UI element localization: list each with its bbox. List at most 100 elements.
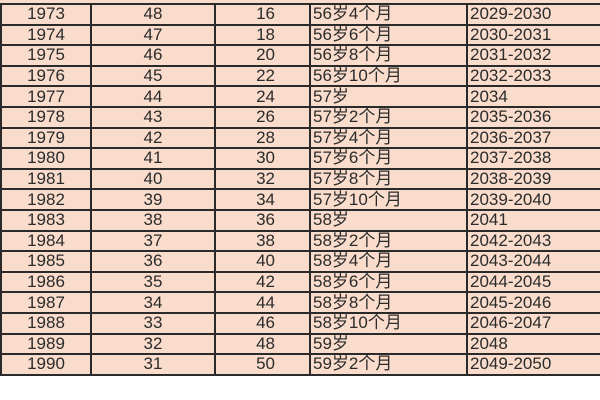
age-cell: 38 — [90, 208, 216, 232]
table-row: 1980 41 30 57岁6个月 2037-2038 — [0, 147, 600, 170]
years-cell: 34 — [214, 188, 311, 211]
age-cell: 47 — [90, 23, 216, 47]
years-cell: 22 — [214, 64, 311, 88]
table-row: 1973 48 16 56岁4个月 2029-2030 — [0, 3, 600, 26]
retirement-year-cell: 2036-2037 — [466, 126, 600, 150]
age-cell: 41 — [90, 147, 216, 170]
birth-year-cell: 1979 — [0, 126, 92, 150]
retirement-age-cell: 56岁8个月 — [309, 44, 468, 67]
retirement-age-cell: 57岁10个月 — [309, 188, 468, 211]
table-row: 1985 36 40 58岁4个月 2043-2044 — [0, 250, 600, 273]
age-cell: 40 — [90, 167, 216, 191]
retirement-age-cell: 58岁4个月 — [309, 250, 468, 273]
table-top-edge — [0, 0, 600, 3]
birth-year-cell: 1988 — [0, 311, 92, 335]
birth-year-cell: 1984 — [0, 229, 92, 253]
birth-year-cell: 1989 — [0, 332, 92, 356]
age-cell: 44 — [90, 85, 216, 108]
years-cell: 30 — [214, 147, 311, 170]
retirement-age-cell: 59岁 — [309, 332, 468, 356]
retirement-age-cell: 58岁8个月 — [309, 291, 468, 314]
retirement-year-cell: 2041 — [466, 208, 600, 232]
birth-year-cell: 1977 — [0, 85, 92, 108]
birth-year-cell: 1986 — [0, 270, 92, 294]
table-row: 1989 32 48 59岁 2048 — [0, 332, 600, 356]
birth-year-cell: 1982 — [0, 188, 92, 211]
birth-year-cell: 1980 — [0, 147, 92, 170]
birth-year-cell: 1985 — [0, 250, 92, 273]
birth-year-cell: 1974 — [0, 23, 92, 47]
table-row: 1990 31 50 59岁2个月 2049-2050 — [0, 353, 600, 376]
retirement-table: 1973 48 16 56岁4个月 2029-2030 1974 47 18 56岁6个月 203… — [0, 3, 600, 376]
retirement-year-cell: 2039-2040 — [466, 188, 600, 211]
birth-year-cell: 1983 — [0, 208, 92, 232]
age-cell: 46 — [90, 44, 216, 67]
table-row: 1974 47 18 56岁6个月 2030-2031 — [0, 23, 600, 47]
retirement-age-cell: 57岁 — [309, 85, 468, 108]
retirement-age-cell: 57岁4个月 — [309, 126, 468, 150]
years-cell: 48 — [214, 332, 311, 356]
table-row: 1982 39 34 57岁10个月 2039-2040 — [0, 188, 600, 211]
retirement-year-cell: 2044-2045 — [466, 270, 600, 294]
retirement-age-cell: 56岁10个月 — [309, 64, 468, 88]
table-row: 1979 42 28 57岁4个月 2036-2037 — [0, 126, 600, 150]
retirement-year-cell: 2048 — [466, 332, 600, 356]
retirement-age-cell: 57岁2个月 — [309, 105, 468, 129]
age-cell: 37 — [90, 229, 216, 253]
years-cell: 24 — [214, 85, 311, 108]
birth-year-cell: 1976 — [0, 64, 92, 88]
table-row: 1981 40 32 57岁8个月 2038-2039 — [0, 167, 600, 191]
years-cell: 18 — [214, 23, 311, 47]
retirement-year-cell: 2035-2036 — [466, 105, 600, 129]
years-cell: 28 — [214, 126, 311, 150]
birth-year-cell: 1975 — [0, 44, 92, 67]
retirement-year-cell: 2045-2046 — [466, 291, 600, 314]
retirement-age-cell: 59岁2个月 — [309, 353, 468, 376]
retirement-age-cell: 58岁6个月 — [309, 270, 468, 294]
retirement-year-cell: 2049-2050 — [466, 353, 600, 376]
table-row: 1987 34 44 58岁8个月 2045-2046 — [0, 291, 600, 314]
birth-year-cell: 1987 — [0, 291, 92, 314]
retirement-year-cell: 2043-2044 — [466, 250, 600, 273]
years-cell: 50 — [214, 353, 311, 376]
years-cell: 16 — [214, 3, 311, 26]
age-cell: 34 — [90, 291, 216, 314]
age-cell: 32 — [90, 332, 216, 356]
age-cell: 45 — [90, 64, 216, 88]
retirement-age-cell: 56岁4个月 — [309, 3, 468, 26]
table-row: 1975 46 20 56岁8个月 2031-2032 — [0, 44, 600, 67]
age-cell: 42 — [90, 126, 216, 150]
birth-year-cell: 1981 — [0, 167, 92, 191]
age-cell: 31 — [90, 353, 216, 376]
age-cell: 48 — [90, 3, 216, 26]
years-cell: 20 — [214, 44, 311, 67]
retirement-age-cell: 58岁2个月 — [309, 229, 468, 253]
retirement-age-cell: 58岁 — [309, 208, 468, 232]
age-cell: 43 — [90, 105, 216, 129]
age-cell: 36 — [90, 250, 216, 273]
age-cell: 39 — [90, 188, 216, 211]
years-cell: 36 — [214, 208, 311, 232]
age-cell: 35 — [90, 270, 216, 294]
retirement-year-cell: 2030-2031 — [466, 23, 600, 47]
retirement-year-cell: 2038-2039 — [466, 167, 600, 191]
retirement-year-cell: 2034 — [466, 85, 600, 108]
retirement-year-cell: 2046-2047 — [466, 311, 600, 335]
retirement-age-cell: 58岁10个月 — [309, 311, 468, 335]
retirement-age-cell: 56岁6个月 — [309, 23, 468, 47]
table-row: 1983 38 36 58岁 2041 — [0, 208, 600, 232]
years-cell: 42 — [214, 270, 311, 294]
birth-year-cell: 1978 — [0, 105, 92, 129]
retirement-year-cell: 2029-2030 — [466, 3, 600, 26]
retirement-year-cell: 2032-2033 — [466, 64, 600, 88]
years-cell: 46 — [214, 311, 311, 335]
table-row: 1976 45 22 56岁10个月 2032-2033 — [0, 64, 600, 88]
retirement-year-cell: 2042-2043 — [466, 229, 600, 253]
table-row: 1986 35 42 58岁6个月 2044-2045 — [0, 270, 600, 294]
table-row: 1988 33 46 58岁10个月 2046-2047 — [0, 311, 600, 335]
retirement-year-cell: 2031-2032 — [466, 44, 600, 67]
retirement-year-cell: 2037-2038 — [466, 147, 600, 170]
table-row: 1977 44 24 57岁 2034 — [0, 85, 600, 108]
years-cell: 32 — [214, 167, 311, 191]
years-cell: 40 — [214, 250, 311, 273]
